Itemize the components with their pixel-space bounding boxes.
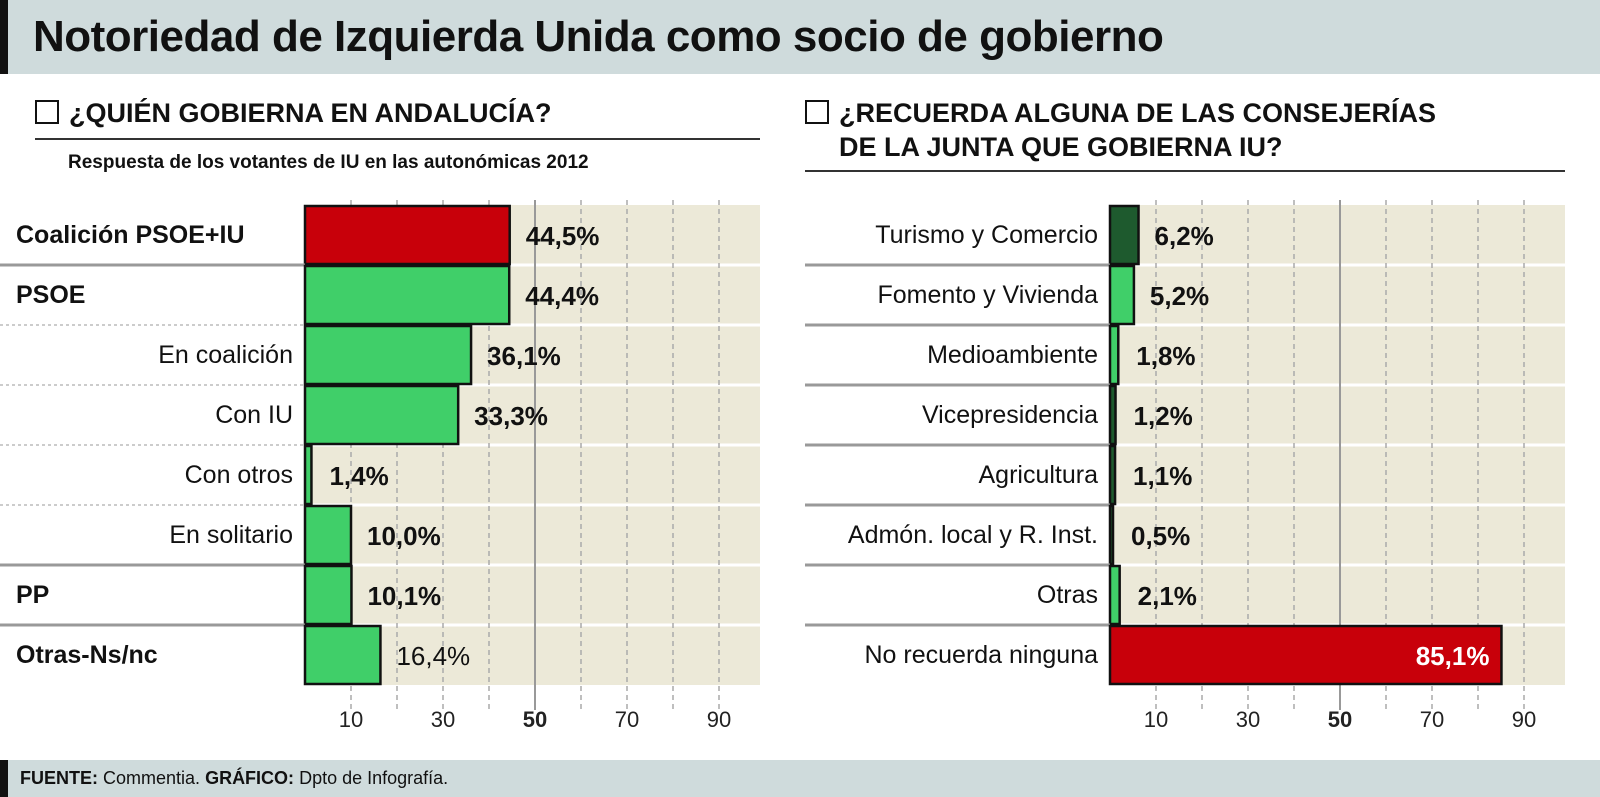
- bar: [303, 444, 313, 506]
- value-label: 0,5%: [1131, 521, 1190, 551]
- value-label: 16,4%: [396, 641, 470, 671]
- bar: [303, 624, 382, 686]
- left-chart-title: ¿QUIÉN GOBIERNA EN ANDALUCÍA?: [35, 96, 552, 130]
- source-label: FUENTE:: [20, 768, 98, 788]
- value-label: 1,2%: [1134, 401, 1193, 431]
- bar: [303, 564, 353, 626]
- value-label: 6,2%: [1155, 221, 1214, 251]
- category-label: En solitario: [169, 521, 293, 549]
- bar: [303, 504, 353, 566]
- x-tick-label: 90: [1512, 707, 1536, 732]
- bar: [1108, 564, 1121, 626]
- header: Notoriedad de Izquierda Unida como socio…: [0, 0, 1600, 74]
- bar: [303, 204, 511, 266]
- bar: [1108, 504, 1115, 566]
- value-label: 33,3%: [474, 401, 548, 431]
- value-label: 1,8%: [1136, 341, 1195, 371]
- category-label: Admón. local y R. Inst.: [848, 521, 1098, 549]
- bar: [1108, 624, 1503, 686]
- value-label: 1,1%: [1133, 461, 1192, 491]
- category-label: Agricultura: [979, 461, 1099, 489]
- category-label: Coalición PSOE+IU: [16, 221, 245, 249]
- value-label: 36,1%: [487, 341, 561, 371]
- x-tick-label: 90: [707, 707, 731, 732]
- right-title-line-2: DE LA JUNTA QUE GOBIERNA IU?: [839, 132, 1283, 162]
- bar: [303, 384, 460, 446]
- value-label: 2,1%: [1138, 581, 1197, 611]
- category-label: Fomento y Vivienda: [878, 281, 1099, 309]
- right-title-line-1: ¿RECUERDA ALGUNA DE LAS CONSEJERÍAS: [839, 98, 1437, 128]
- bar: [303, 264, 511, 326]
- category-label: Otras: [1037, 581, 1098, 609]
- value-label: 10,1%: [367, 581, 441, 611]
- divider: [805, 170, 1565, 172]
- bar: [303, 324, 473, 386]
- value-label: 1,4%: [329, 461, 388, 491]
- category-label: No recuerda ninguna: [865, 641, 1099, 669]
- category-label: Otras-Ns/nc: [16, 641, 158, 669]
- page-title: Notoriedad de Izquierda Unida como socio…: [33, 12, 1164, 61]
- bar: [1108, 264, 1136, 326]
- graphic-label: GRÁFICO:: [205, 768, 295, 788]
- value-label: 10,0%: [367, 521, 441, 551]
- x-tick-label: 30: [1236, 707, 1260, 732]
- category-label: PSOE: [16, 281, 85, 309]
- x-tick-label: 10: [1144, 707, 1168, 732]
- category-label: Con IU: [215, 401, 293, 429]
- bar: [1108, 384, 1117, 446]
- square-bullet-icon: [805, 100, 829, 124]
- source: Commentia.: [103, 768, 201, 788]
- category-label: PP: [16, 581, 49, 609]
- right-chart-title: ¿RECUERDA ALGUNA DE LAS CONSEJERÍAS DE LA…: [805, 96, 1436, 164]
- category-label: En coalición: [158, 341, 293, 369]
- value-label: 5,2%: [1150, 281, 1209, 311]
- x-tick-label: 50: [1328, 707, 1352, 732]
- category-label: Medioambiente: [927, 341, 1098, 369]
- left-title-text: ¿QUIÉN GOBIERNA EN ANDALUCÍA?: [69, 98, 552, 128]
- x-tick-label: 50: [523, 707, 547, 732]
- bar: [1108, 204, 1140, 266]
- divider: [35, 138, 760, 140]
- bar: [1108, 444, 1117, 506]
- square-bullet-icon: [35, 100, 59, 124]
- left-chart-subtitle: Respuesta de los votantes de IU en las a…: [68, 152, 589, 173]
- x-tick-label: 70: [1420, 707, 1444, 732]
- value-label: 44,4%: [525, 281, 599, 311]
- x-tick-label: 10: [339, 707, 363, 732]
- bar: [1108, 324, 1120, 386]
- value-label: 44,5%: [526, 221, 600, 251]
- x-tick-label: 30: [431, 707, 455, 732]
- charts-canvas: 10 30 50 70 90 Coalición PSOE+IU 44,5% PSOE 44,4…: [0, 200, 1565, 732]
- value-label: 85,1%: [1416, 641, 1490, 671]
- x-tick-label: 70: [615, 707, 639, 732]
- category-label: Con otros: [185, 461, 293, 489]
- category-label: Vicepresidencia: [922, 401, 1098, 429]
- footer: FUENTE: Commentia. GRÁFICO: Dpto de Info…: [0, 760, 1600, 797]
- category-label: Turismo y Comercio: [875, 221, 1098, 249]
- graphic-credit: Dpto de Infografía.: [299, 768, 449, 788]
